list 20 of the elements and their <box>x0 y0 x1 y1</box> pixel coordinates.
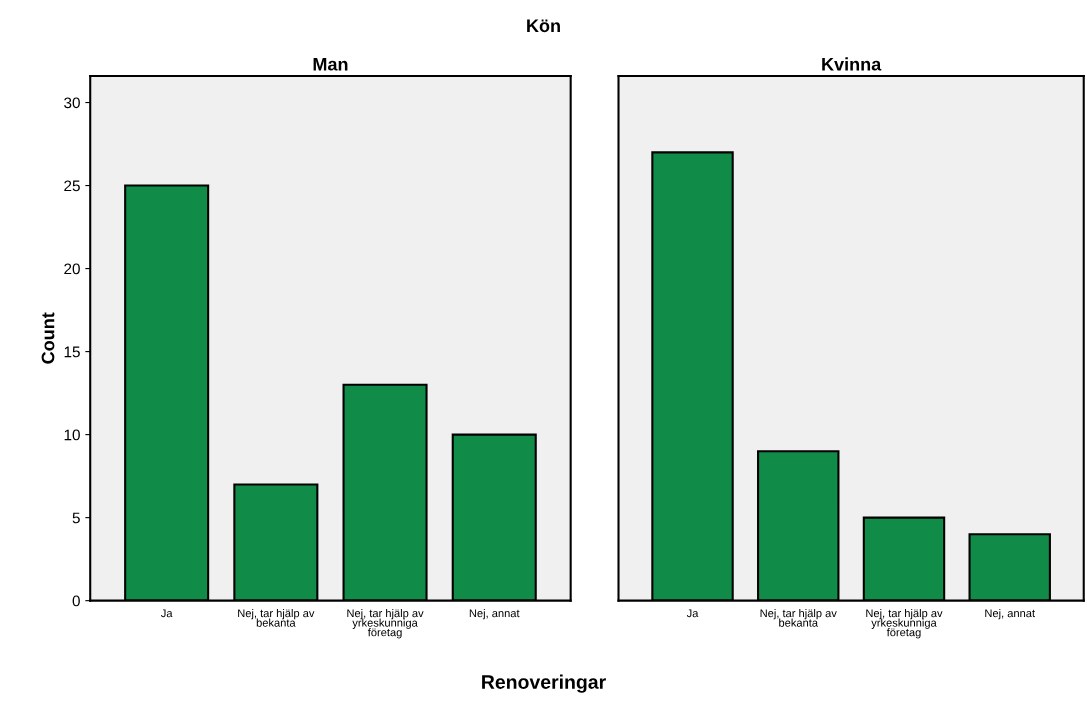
y-tick-label: 15 <box>64 346 80 358</box>
x-tick-label: Nej, annat <box>469 608 520 620</box>
y-tick-label: 0 <box>72 595 80 607</box>
x-axis-title: Renoveringar <box>482 674 606 693</box>
y-tick-label: 5 <box>72 512 80 524</box>
text: Kön <box>527 19 560 33</box>
x-tick-label: Ja <box>686 609 699 618</box>
x-tick-label: Nej, tar hjälp av bekanta <box>760 608 837 627</box>
x-tick-label: Nej, tar hjälp av yrkeskunniga företag <box>866 608 943 639</box>
chart-title: Kvinna <box>822 57 882 71</box>
y-tick-label: 30 <box>64 97 80 109</box>
y-tick-label: 10 <box>64 429 80 441</box>
y-tick-label: 25 <box>64 180 80 192</box>
x-tick-label: Nej, tar hjälp av yrkeskunniga företag <box>347 608 424 639</box>
y-axis-title: Count <box>41 312 55 364</box>
chart-title: Man <box>313 57 348 71</box>
y-tick-label: 20 <box>64 263 80 275</box>
x-tick-label: Nej, tar hjälp av bekanta <box>238 608 315 627</box>
x-tick-label: Ja <box>160 609 173 618</box>
x-tick-label: Nej, annat <box>985 608 1035 620</box>
